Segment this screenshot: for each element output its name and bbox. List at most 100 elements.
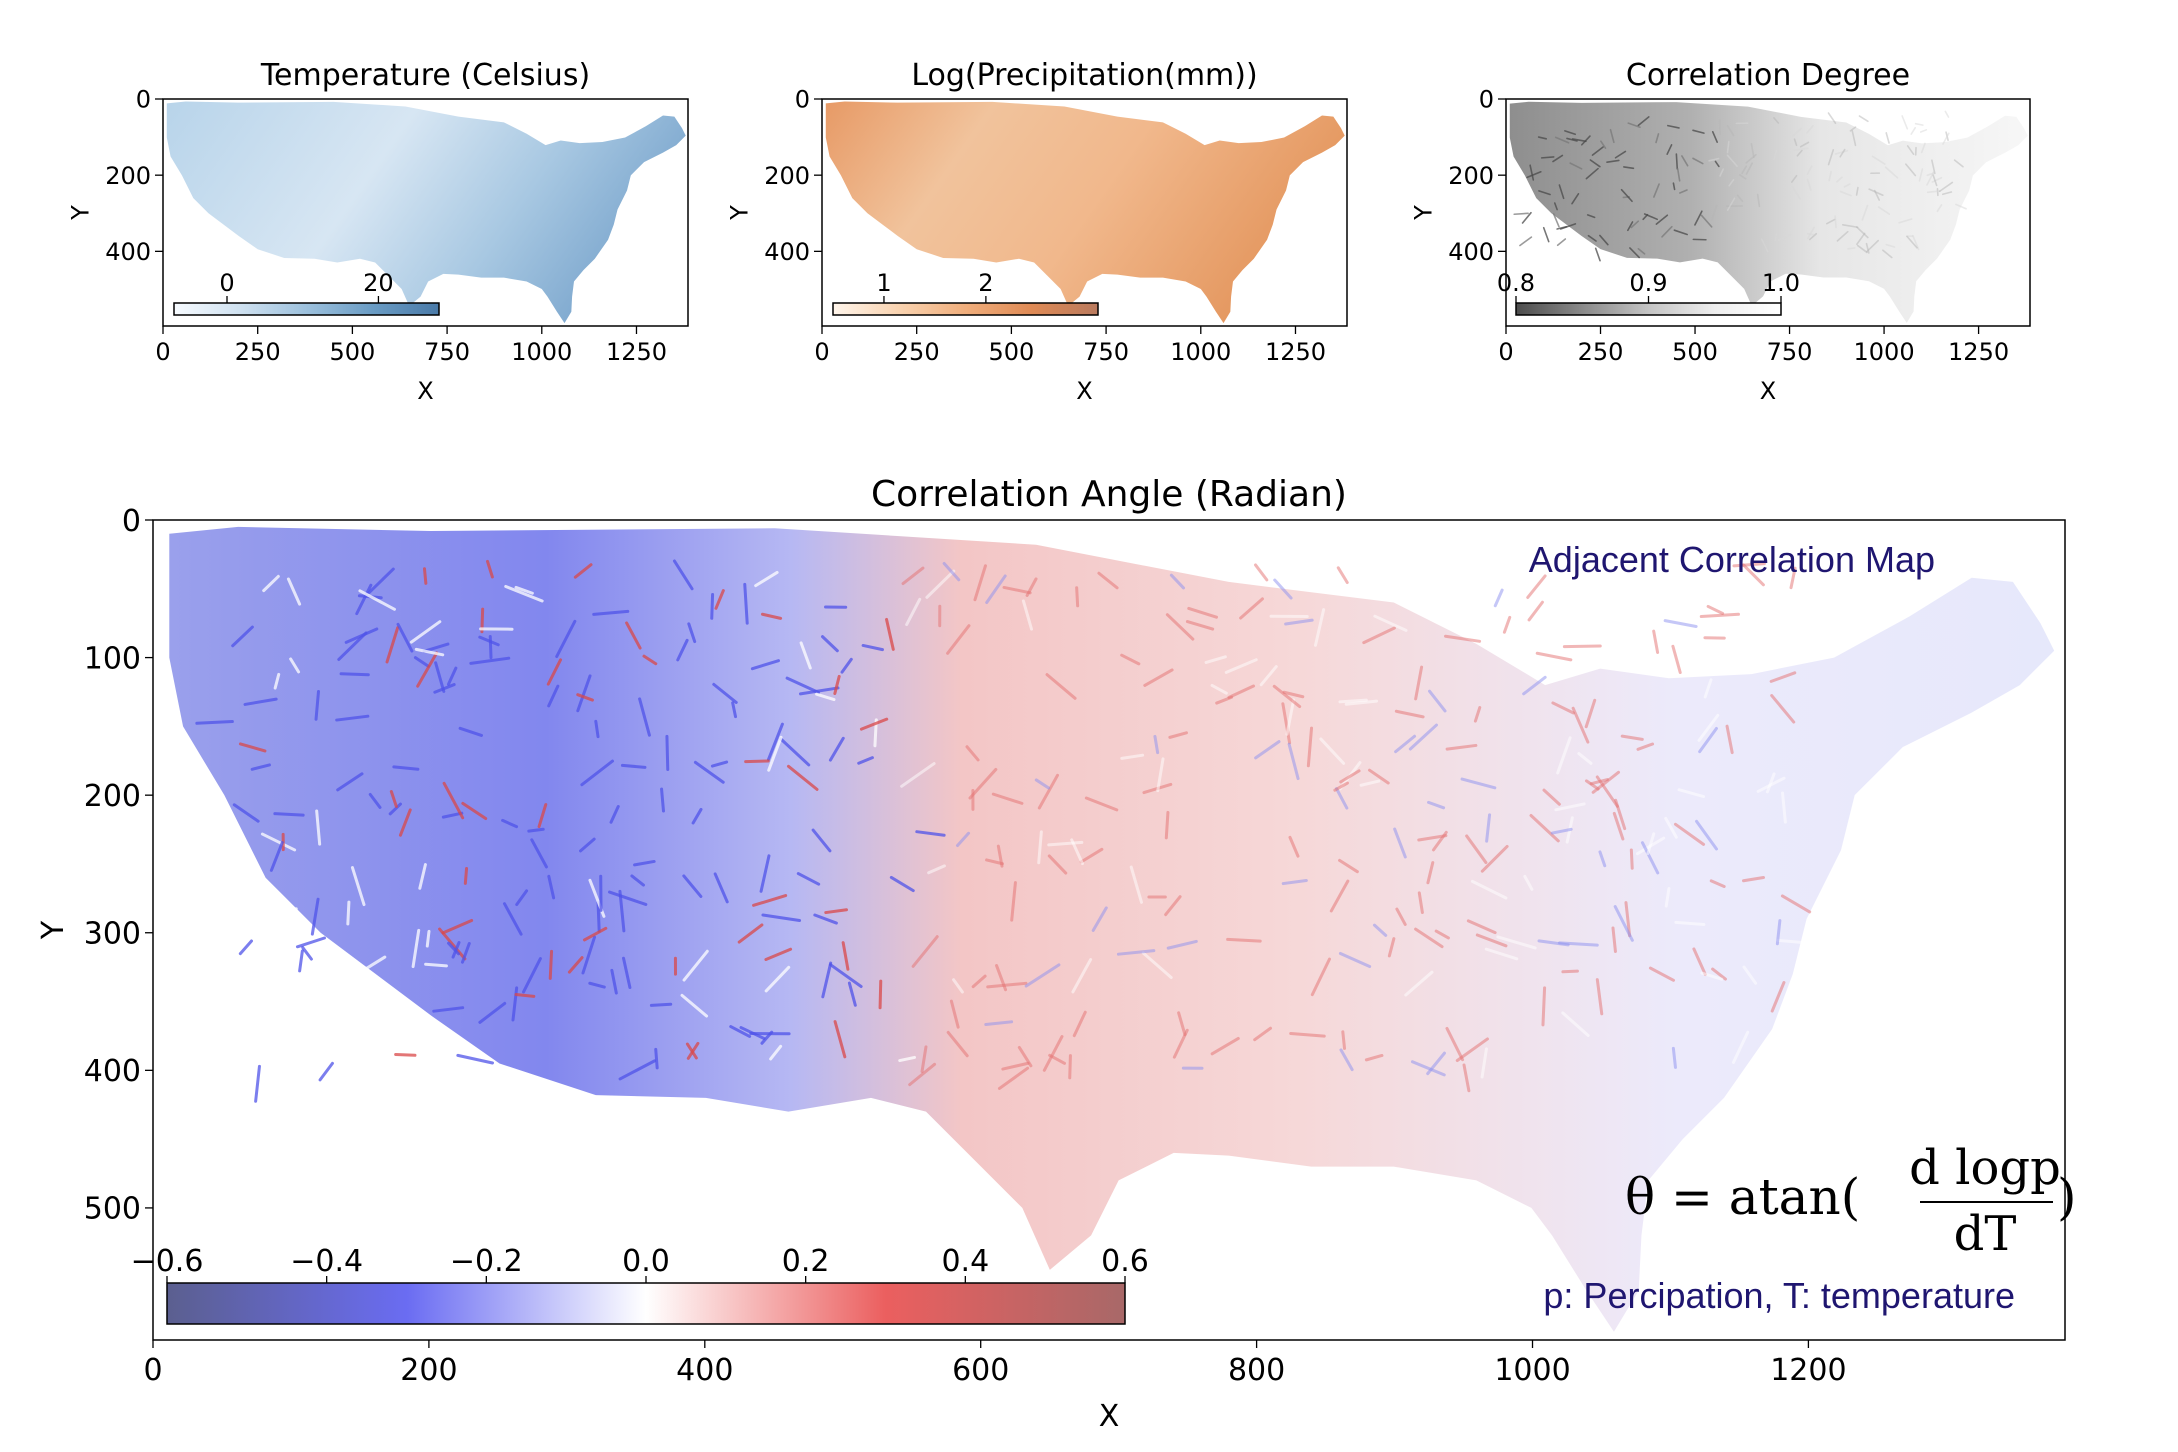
angle-texture-mark — [905, 597, 922, 627]
angle-xtick-label: 1200 — [1770, 1353, 1846, 1388]
angle-texture-mark — [232, 803, 260, 823]
angle-texture-mark — [1427, 800, 1446, 810]
angle-texture-mark — [760, 612, 783, 620]
temperature-colorbar-gradient — [173, 302, 440, 316]
angle-texture-mark — [478, 1001, 507, 1024]
degree-texture-mark — [1936, 204, 1943, 213]
angle-texture-mark — [1047, 840, 1084, 847]
angle-texture-mark — [1663, 619, 1698, 628]
angle-texture-mark — [1703, 678, 1713, 699]
angle-texture-mark — [1451, 567, 1475, 586]
angle-texture-mark — [1336, 566, 1349, 584]
angle-texture-mark — [527, 827, 545, 833]
angle-texture-mark — [425, 929, 431, 948]
angle-texture-mark — [1556, 736, 1572, 775]
angle-xlabel: X — [1099, 1399, 1120, 1434]
temperature-heatmap-region — [166, 101, 686, 324]
angle-texture-mark — [1480, 844, 1509, 873]
angle-texture-mark — [824, 908, 849, 915]
angle-texture-mark — [1562, 644, 1602, 649]
angle-texture-mark — [1002, 585, 1032, 595]
temperature-xtick-label: 250 — [235, 338, 281, 366]
angle-texture-mark — [731, 701, 738, 719]
angle-texture-mark — [195, 720, 234, 725]
angle-texture-mark — [1485, 813, 1492, 843]
angle-texture-mark — [1537, 939, 1570, 947]
angle-texture-mark — [752, 894, 788, 907]
degree-texture-mark — [1711, 130, 1718, 143]
angle-texture-mark — [1333, 781, 1349, 792]
degree-texture-mark — [1630, 220, 1640, 229]
angle-texture-mark — [861, 643, 884, 652]
angle-texture-mark — [847, 981, 857, 1007]
angle-ytick-label: 200 — [84, 779, 141, 814]
temperature-colorbar: 0 20 — [173, 269, 440, 316]
degree-texture-mark — [1931, 159, 1936, 175]
degree-texture-mark — [1556, 225, 1568, 230]
angle-texture-mark — [660, 787, 665, 813]
angle-texture-mark — [441, 918, 474, 935]
degree-colorbar-gradient — [1515, 302, 1782, 316]
angle-texture-mark — [1674, 920, 1706, 927]
angle-texture-mark — [1010, 881, 1017, 922]
angle-texture-mark — [779, 737, 811, 767]
angle-texture-mark — [1210, 1036, 1240, 1056]
angle-texture-mark — [685, 1042, 698, 1060]
angle-texture-mark — [1502, 615, 1512, 634]
angle-texture-mark — [786, 764, 819, 791]
degree-heatmap-region — [1509, 101, 2028, 323]
angle-texture-mark — [1426, 861, 1435, 885]
degree-texture-mark — [1851, 130, 1857, 147]
angle-texture-mark — [315, 809, 322, 846]
degree-texture-mark — [1791, 186, 1801, 200]
precipitation-xtick-label: 750 — [1083, 338, 1129, 366]
angle-texture-mark — [573, 563, 593, 579]
angle-texture-mark — [1364, 1053, 1384, 1062]
degree-texture-mark — [1519, 236, 1533, 247]
degree-texture-mark — [1906, 235, 1918, 249]
angle-ytick-label: 0 — [122, 504, 141, 539]
angle-texture-mark — [231, 625, 254, 648]
angle-texture-mark — [710, 593, 715, 620]
precipitation-panel: Log(Precipitation(mm)) 0 250 500 750 1000 1250… — [726, 58, 1348, 405]
degree-texture-mark — [1585, 167, 1599, 180]
angle-texture-mark — [785, 676, 821, 694]
angle-texture-mark — [840, 657, 853, 674]
angle-texture-mark — [1338, 698, 1368, 704]
angle-texture-mark — [1466, 919, 1497, 935]
angle-texture-mark — [1529, 813, 1560, 843]
angle-texture-mark — [362, 955, 387, 972]
angle-texture-mark — [1387, 937, 1396, 958]
degree-texture-mark — [1666, 144, 1673, 155]
angle-texture-mark — [1091, 906, 1108, 932]
angle-texture-mark — [833, 674, 841, 696]
degree-texture-mark — [1726, 125, 1735, 137]
angle-texture-mark — [394, 1052, 417, 1057]
degree-texture-mark — [1926, 172, 1935, 177]
degree-panel: Correlation Degree 0 250 500 750 1000 1250 0 200… — [1410, 58, 2031, 405]
angle-texture-mark — [594, 719, 600, 739]
temperature-ytick-label: 200 — [105, 162, 151, 190]
angle-texture-mark — [1611, 926, 1617, 953]
temperature-ylabel: Y — [67, 205, 95, 221]
angle-texture-mark — [811, 828, 832, 853]
angle-texture-mark — [1577, 752, 1593, 765]
angle-texture-mark — [1493, 588, 1504, 608]
angle-texture-mark — [1071, 958, 1093, 994]
angle-texture-mark — [1770, 981, 1786, 1013]
angle-texture-mark — [588, 981, 606, 989]
angle-texture-mark — [1742, 965, 1758, 985]
angle-texture-mark — [1169, 573, 1185, 590]
angle-texture-mark — [1404, 970, 1434, 997]
degree-texture-mark — [1926, 171, 1935, 186]
degree-texture-mark — [1834, 149, 1849, 155]
degree-texture-mark — [1806, 233, 1815, 236]
angle-texture-mark — [1042, 1035, 1064, 1072]
angle-texture-mark — [350, 866, 366, 907]
degree-texture-mark — [1847, 247, 1856, 250]
angle-texture-mark — [1282, 690, 1305, 699]
angle-texture-mark — [451, 941, 461, 959]
angle-texture-mark — [1072, 1010, 1087, 1038]
angle-texture-mark — [396, 622, 414, 653]
angle-texture-mark — [1287, 742, 1300, 781]
